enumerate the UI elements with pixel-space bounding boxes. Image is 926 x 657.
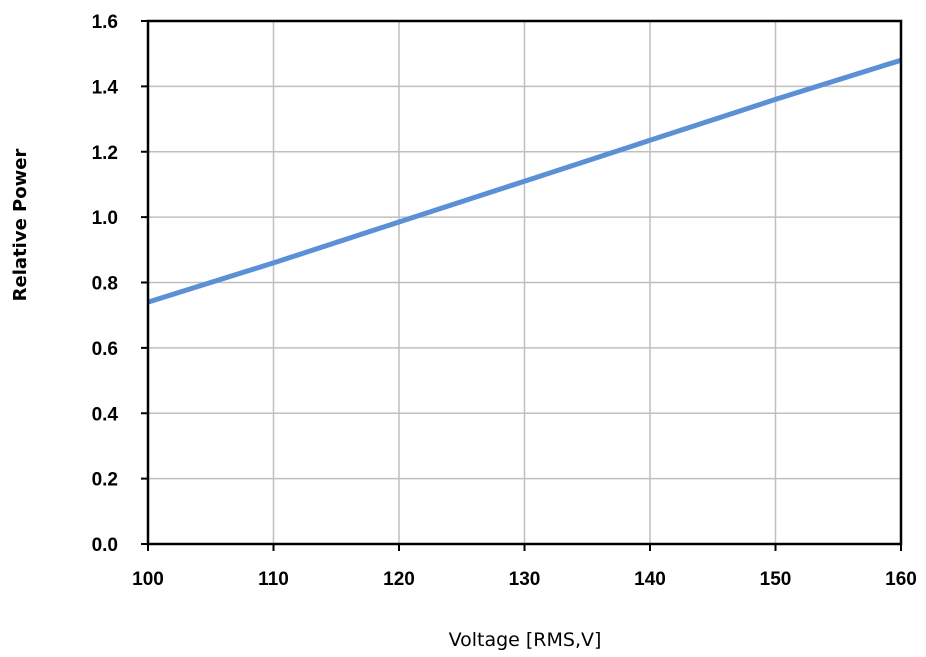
y-tick-label: 0.6 — [92, 339, 118, 360]
series-line-0 — [147, 57, 902, 305]
x-tick-label: 130 — [509, 569, 541, 590]
x-axis-title: Voltage [RMS,V] — [449, 629, 602, 651]
y-tick-labels: 0.0 0.2 0.4 0.6 0.8 1.0 1.2 1.4 1.6 — [92, 12, 119, 556]
x-tick-label: 140 — [634, 569, 666, 590]
y-tick-label: 0.2 — [92, 470, 118, 491]
y-axis-title: Relative Power — [10, 149, 31, 302]
y-tick-label: 0.4 — [92, 404, 119, 425]
x-tick-label: 150 — [760, 569, 792, 590]
x-tick-label: 160 — [885, 569, 917, 590]
x-tick-label: 110 — [258, 569, 289, 590]
grid-lines — [148, 21, 901, 544]
y-tick-label: 0.0 — [92, 535, 118, 556]
x-tick-label: 100 — [132, 569, 164, 590]
y-tick-label: 1.6 — [92, 12, 118, 33]
x-tick-labels: 100 110 120 130 140 150 160 — [132, 569, 917, 590]
series-layer — [147, 57, 902, 305]
y-tick-label: 0.8 — [92, 274, 118, 295]
tick-marks — [141, 20, 902, 551]
y-tick-label: 1.2 — [92, 143, 118, 164]
y-tick-label: 1.4 — [92, 77, 119, 98]
x-tick-label: 120 — [383, 569, 415, 590]
y-tick-label: 1.0 — [92, 208, 118, 229]
